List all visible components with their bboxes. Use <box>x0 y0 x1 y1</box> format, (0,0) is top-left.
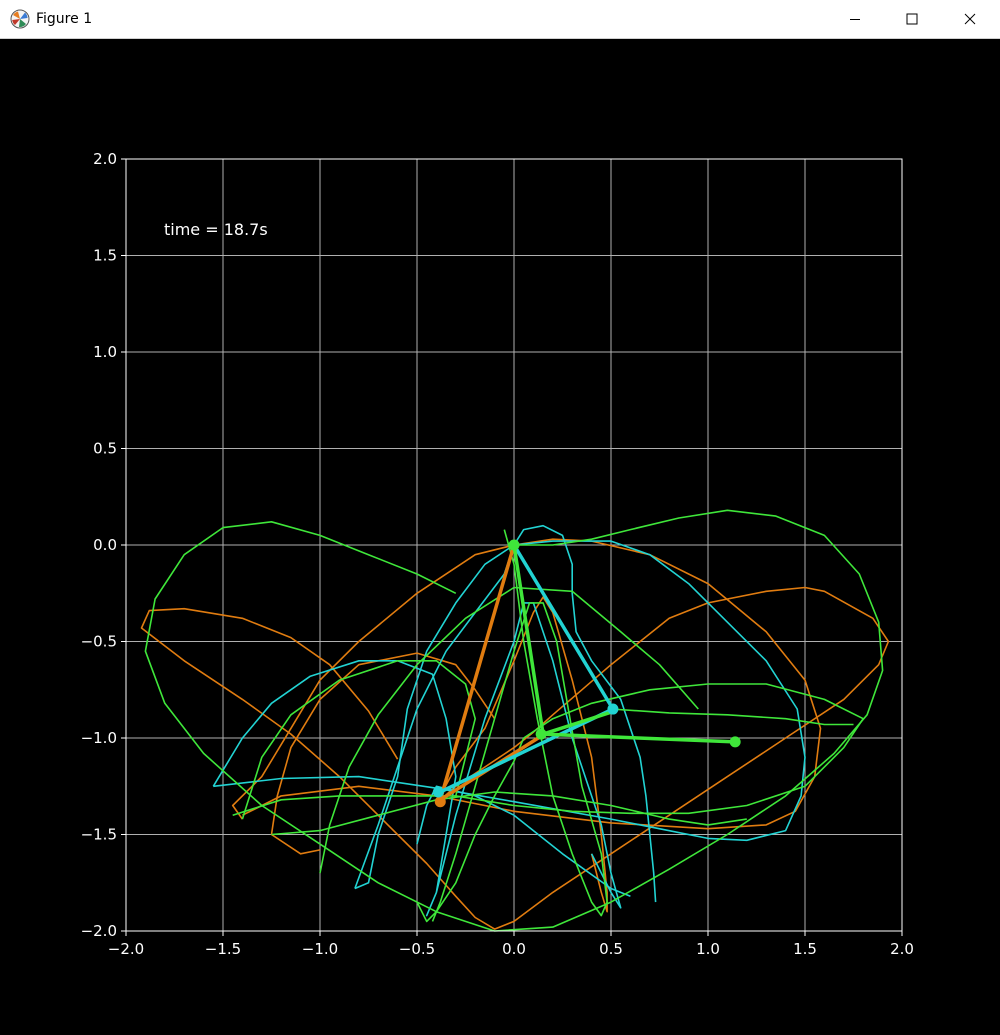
pendulum-bob-layer <box>432 539 741 808</box>
green-trace-9 <box>319 586 699 874</box>
minimize-button[interactable] <box>826 0 884 38</box>
maximize-button[interactable] <box>883 0 941 38</box>
green-pendulum-bob-4 <box>729 736 741 748</box>
pendulum-arm-layer <box>438 543 737 802</box>
cyan-pendulum-bob-1 <box>432 786 444 798</box>
figure-canvas: −2.0 −1.5 −1.0 −0.5 0.0 0.5 1.0 1.5 2.0 −2.0 −1.5 −… <box>0 39 1000 1035</box>
matplotlib-icon <box>10 9 30 29</box>
orange-trace-3 <box>231 538 822 830</box>
time-annotation: time = 18.7s <box>164 220 268 239</box>
x-tick-label: −0.5 <box>399 940 435 958</box>
green-pendulum-arm-4 <box>512 543 545 736</box>
close-button[interactable] <box>941 0 999 38</box>
maximize-icon <box>906 13 918 25</box>
orange-trace-2 <box>270 652 496 855</box>
green-trace-14 <box>610 708 854 726</box>
tick-layer: −2.0 −1.5 −1.0 −0.5 0.0 0.5 1.0 1.5 2.0 −2.0 −1.5 −… <box>81 150 914 958</box>
orange-trace-1 <box>439 596 608 913</box>
green-trace-10 <box>232 683 865 923</box>
cyan-pendulum-arm-3 <box>438 707 615 794</box>
orange-pendulum-arm-0 <box>438 543 516 802</box>
cyan-pendulum-arm-2 <box>512 543 615 711</box>
y-tick-label: −1.5 <box>81 826 117 844</box>
window-titlebar: Figure 1 <box>0 0 1000 39</box>
cyan-trace-5 <box>354 524 657 903</box>
green-trace-11 <box>241 659 477 820</box>
y-tick-label: −1.0 <box>81 729 117 747</box>
green-trace-8 <box>144 509 884 932</box>
cyan-pendulum-bob-2 <box>607 703 619 715</box>
x-tick-label: 0.5 <box>599 940 623 958</box>
y-tick-label: 0.5 <box>93 440 117 458</box>
x-tick-label: 0.0 <box>502 940 526 958</box>
x-tick-label: −1.0 <box>302 940 338 958</box>
y-tick-label: 1.0 <box>93 343 117 361</box>
green-trace-13 <box>271 791 747 836</box>
green-pendulum-bob-5 <box>508 539 520 551</box>
y-tick-label: 2.0 <box>93 150 117 168</box>
cyan-trace-6 <box>213 540 806 890</box>
y-tick-label: −2.0 <box>81 922 117 940</box>
green-pendulum-arm-6 <box>541 709 617 736</box>
y-tick-label: −0.5 <box>81 633 117 651</box>
x-tick-label: −2.0 <box>108 940 144 958</box>
chart-plot: −2.0 −1.5 −1.0 −0.5 0.0 0.5 1.0 1.5 2.0 −2.0 −1.5 −… <box>81 150 914 958</box>
grid-layer <box>125 158 903 932</box>
window-title: Figure 1 <box>36 11 93 27</box>
x-tick-label: 1.5 <box>793 940 817 958</box>
orange-pendulum-bob-0 <box>434 796 446 808</box>
y-tick-label: 0.0 <box>93 536 117 554</box>
cyan-trace-4 <box>212 602 622 917</box>
close-icon <box>964 13 976 25</box>
y-tick-label: 1.5 <box>93 247 117 265</box>
green-pendulum-bob-3 <box>535 728 547 740</box>
x-tick-label: 2.0 <box>890 940 914 958</box>
x-tick-label: 1.0 <box>696 940 720 958</box>
x-tick-label: −1.5 <box>205 940 241 958</box>
trace-layer <box>140 509 890 932</box>
green-pendulum-arm-5 <box>541 732 737 744</box>
minimize-icon <box>850 19 860 20</box>
